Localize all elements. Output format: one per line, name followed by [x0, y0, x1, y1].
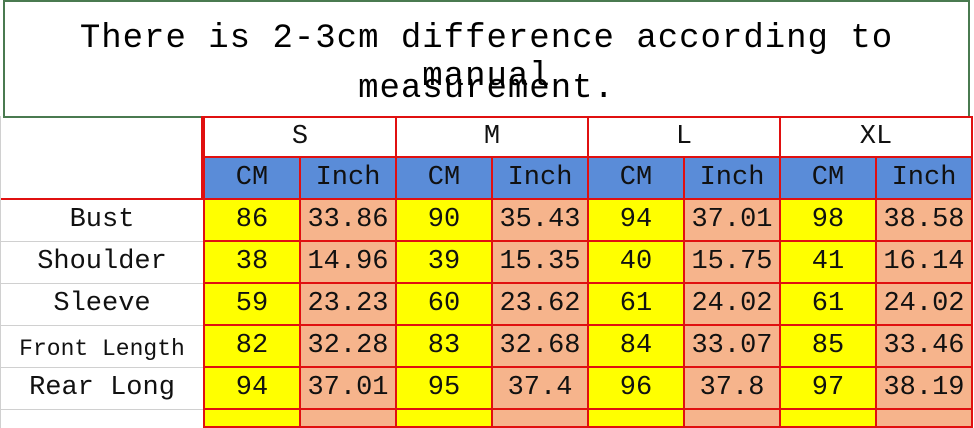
value-cell: 82	[203, 324, 301, 368]
unit-header: Inch	[299, 156, 397, 200]
value-cell: 33.07	[683, 324, 781, 368]
value-cell: 16.14	[875, 240, 973, 284]
value-cell: 15.35	[491, 240, 589, 284]
value-cell: 95	[395, 366, 493, 410]
unit-header: CM	[587, 156, 685, 200]
value-cell: 32.28	[299, 324, 397, 368]
row-label: Sleeve	[0, 282, 205, 326]
blank-cell	[0, 116, 203, 200]
value-cell: 60	[395, 282, 493, 326]
value-cell: 14.96	[299, 240, 397, 284]
value-cell: 37.01	[683, 198, 781, 242]
value-cell: 23.62	[491, 282, 589, 326]
value-cell: 33.46	[875, 324, 973, 368]
value-cell: 24.02	[875, 282, 973, 326]
blank-cell	[875, 408, 973, 428]
blank-cell	[587, 408, 685, 428]
value-cell: 86	[203, 198, 301, 242]
value-cell: 97	[779, 366, 877, 410]
row-label: Front Length	[0, 324, 205, 368]
size-header: M	[395, 116, 589, 158]
value-cell: 23.23	[299, 282, 397, 326]
value-cell: 37.8	[683, 366, 781, 410]
value-cell: 96	[587, 366, 685, 410]
unit-header: CM	[395, 156, 493, 200]
value-cell: 94	[587, 198, 685, 242]
blank-cell	[491, 408, 589, 428]
value-cell: 38	[203, 240, 301, 284]
size-header: L	[587, 116, 781, 158]
size-header: XL	[779, 116, 973, 158]
blank-cell	[779, 408, 877, 428]
value-cell: 59	[203, 282, 301, 326]
value-cell: 61	[587, 282, 685, 326]
value-cell: 98	[779, 198, 877, 242]
unit-header: CM	[779, 156, 877, 200]
value-cell: 85	[779, 324, 877, 368]
value-cell: 38.19	[875, 366, 973, 410]
value-cell: 37.4	[491, 366, 589, 410]
value-cell: 94	[203, 366, 301, 410]
blank-cell	[203, 408, 301, 428]
value-cell: 15.75	[683, 240, 781, 284]
value-cell: 83	[395, 324, 493, 368]
value-cell: 37.01	[299, 366, 397, 410]
value-cell: 39	[395, 240, 493, 284]
unit-header: Inch	[875, 156, 973, 200]
value-cell: 33.86	[299, 198, 397, 242]
note-line: measurement.	[358, 70, 615, 108]
value-cell: 32.68	[491, 324, 589, 368]
blank-cell	[683, 408, 781, 428]
blank-cell	[0, 408, 205, 428]
value-cell: 84	[587, 324, 685, 368]
value-cell: 24.02	[683, 282, 781, 326]
note-line: There is 2-3cm difference according to m…	[79, 20, 894, 96]
note-box: There is 2-3cm difference according to m…	[3, 0, 970, 118]
value-cell: 61	[779, 282, 877, 326]
row-label: Bust	[0, 198, 205, 242]
unit-header: CM	[203, 156, 301, 200]
unit-header: Inch	[683, 156, 781, 200]
value-cell: 35.43	[491, 198, 589, 242]
row-label: Rear Long	[0, 366, 205, 410]
value-cell: 41	[779, 240, 877, 284]
blank-cell	[299, 408, 397, 428]
size-header: S	[203, 116, 397, 158]
blank-cell	[395, 408, 493, 428]
value-cell: 38.58	[875, 198, 973, 242]
row-label: Shoulder	[0, 240, 205, 284]
value-cell: 40	[587, 240, 685, 284]
unit-header: Inch	[491, 156, 589, 200]
value-cell: 90	[395, 198, 493, 242]
